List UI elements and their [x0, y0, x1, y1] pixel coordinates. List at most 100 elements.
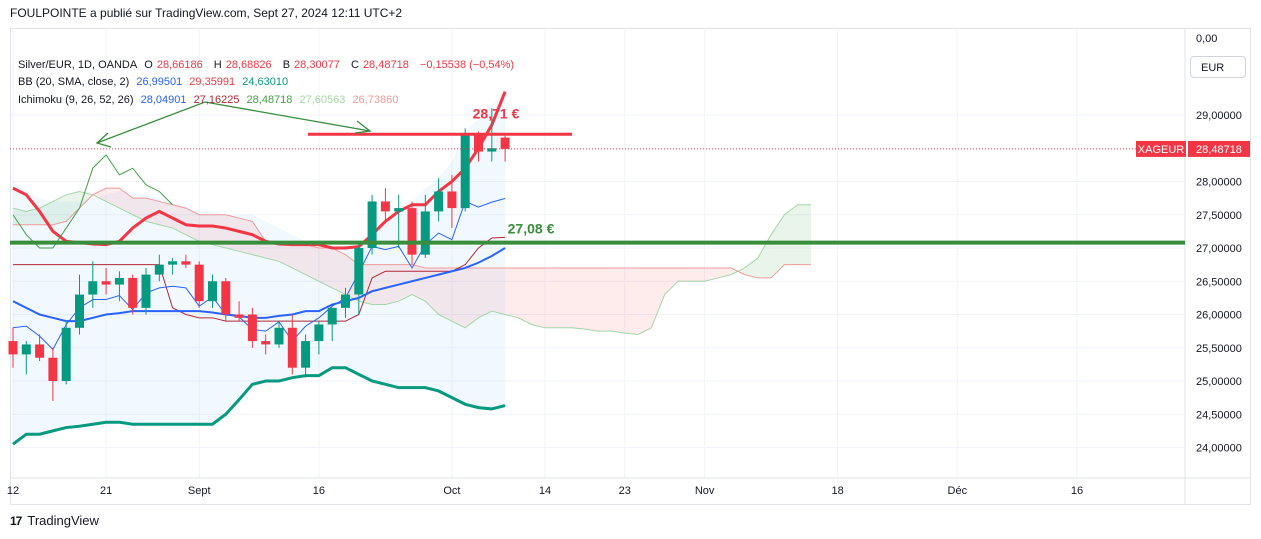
y-tick-label: 0,00	[1196, 33, 1217, 45]
ichi-conversion-value: 28,04901	[140, 94, 187, 106]
arrow-head-left-icon	[95, 132, 112, 148]
y-tick-label: 27,50000	[1196, 210, 1242, 222]
ohlc-low: B 28,30077	[282, 59, 340, 71]
cloud-segment	[66, 191, 80, 222]
candle-body	[380, 201, 390, 212]
x-tick-label: 18	[831, 485, 843, 497]
ichi-base-value: 27,16225	[193, 94, 240, 106]
ichi-span-a-value: 27,60563	[299, 94, 346, 106]
cloud-segment	[691, 267, 705, 282]
candle-body	[287, 327, 297, 368]
candle-body	[500, 137, 510, 149]
y-tick-label: 25,50000	[1196, 343, 1242, 355]
cloud-segment	[744, 257, 758, 278]
cloud-segment	[212, 214, 226, 248]
footer: 17 TradingView	[10, 513, 99, 528]
cloud-segment	[611, 267, 625, 334]
symbol-tag: XAGEUR	[1138, 144, 1185, 156]
candles	[8, 108, 510, 401]
candle-body	[35, 344, 45, 358]
bb-lower-value: 24,63010	[242, 76, 289, 88]
cloud-segment	[505, 267, 519, 318]
candle-body	[394, 208, 404, 212]
y-tick-label: 24,00000	[1196, 443, 1242, 455]
ichimoku-base-line	[13, 236, 506, 322]
candle-body	[247, 314, 257, 342]
cloud-segment	[132, 198, 146, 222]
candle-body	[314, 324, 324, 342]
candle-body	[101, 281, 111, 285]
cloud-segment	[279, 242, 293, 268]
legend-bollinger: BB (20, SMA, close, 2) 26,99501 29,35991…	[18, 76, 292, 88]
cloud-segment	[664, 267, 678, 295]
x-tick-label: 23	[619, 485, 631, 497]
legend-ichimoku: Ichimoku (9, 26, 52, 26) 28,04901 27,162…	[18, 94, 402, 106]
ichimoku-cloud	[13, 188, 811, 335]
candle-body	[341, 294, 350, 308]
currency-button[interactable]: EUR	[1190, 56, 1246, 78]
cloud-segment	[598, 267, 612, 332]
cloud-segment	[545, 267, 559, 328]
candle-body	[114, 277, 124, 285]
cloud-segment	[638, 267, 652, 335]
chart-frame	[10, 28, 1251, 505]
y-tick-label: 27,00000	[1196, 243, 1242, 255]
x-tick-label: Nov	[695, 485, 715, 497]
cloud-segment	[784, 204, 798, 265]
candle-body	[61, 327, 71, 381]
cloud-segment	[797, 204, 811, 265]
cloud-segment	[265, 241, 279, 262]
cloud-segment	[438, 267, 452, 322]
y-axis: 0,00 29,00000 28,00000 27,50000 27,00000 26,5…	[1136, 33, 1250, 455]
candle-body	[141, 274, 151, 308]
cloud-segment	[318, 248, 333, 288]
candle-body	[274, 327, 284, 345]
cloud-segment	[106, 188, 120, 209]
ichimoku-label: Ichimoku (9, 26, 52, 26)	[18, 94, 134, 106]
cloud-segment	[571, 267, 585, 330]
x-tick-label: Oct	[443, 485, 460, 497]
cloud-segment	[451, 267, 466, 328]
cloud-segment	[465, 267, 479, 328]
y-tick-label: 29,00000	[1196, 110, 1242, 122]
legend-ohlc: Silver/EUR, 1D, OANDA O 28,66186 H 28,6882…	[18, 59, 518, 71]
candle-body	[301, 341, 311, 368]
candle-body	[367, 201, 377, 248]
candle-body	[354, 248, 364, 295]
ichimoku-span-a	[12, 190, 811, 335]
bb-basis-value: 26,99501	[136, 76, 183, 88]
candle-body	[327, 307, 337, 325]
bollinger-basis	[12, 247, 506, 323]
cloud-segment	[651, 267, 665, 328]
annotations: 28,71 € 27,08 €	[10, 101, 1185, 245]
candle-body	[221, 281, 231, 315]
cloud-segment	[52, 194, 67, 225]
x-axis: 12 21 Sept 16 Oct 14 23 Nov 18 Déc 16	[7, 485, 1083, 497]
ichi-span-b-value: 26,73860	[352, 94, 399, 106]
brand-name[interactable]: TradingView	[27, 513, 99, 528]
bollinger-lower	[12, 366, 506, 446]
candle-body	[75, 294, 84, 328]
candle-body	[474, 134, 483, 152]
y-tick-label: 24,50000	[1196, 409, 1242, 421]
x-tick-label: 21	[100, 485, 112, 497]
cloud-segment	[425, 267, 439, 315]
cloud-segment	[239, 218, 253, 255]
cloud-segment	[385, 264, 399, 305]
cloud-segment	[757, 234, 772, 278]
candle-body	[154, 264, 164, 275]
ohlc-open: O 28,66186	[144, 59, 203, 71]
support-label: 27,08 €	[508, 221, 555, 237]
trend-arrow	[96, 101, 371, 144]
bollinger-fill	[13, 91, 506, 445]
cloud-segment	[624, 267, 639, 335]
candle-body	[487, 148, 497, 152]
candle-body	[447, 191, 457, 209]
price-tag-value: 28,48718	[1196, 144, 1242, 156]
candle-body	[194, 264, 204, 302]
candle-body	[434, 191, 444, 212]
bb-upper-value: 29,35991	[189, 76, 236, 88]
candle-body	[8, 341, 18, 355]
symbol-tag-bg	[1136, 140, 1186, 157]
